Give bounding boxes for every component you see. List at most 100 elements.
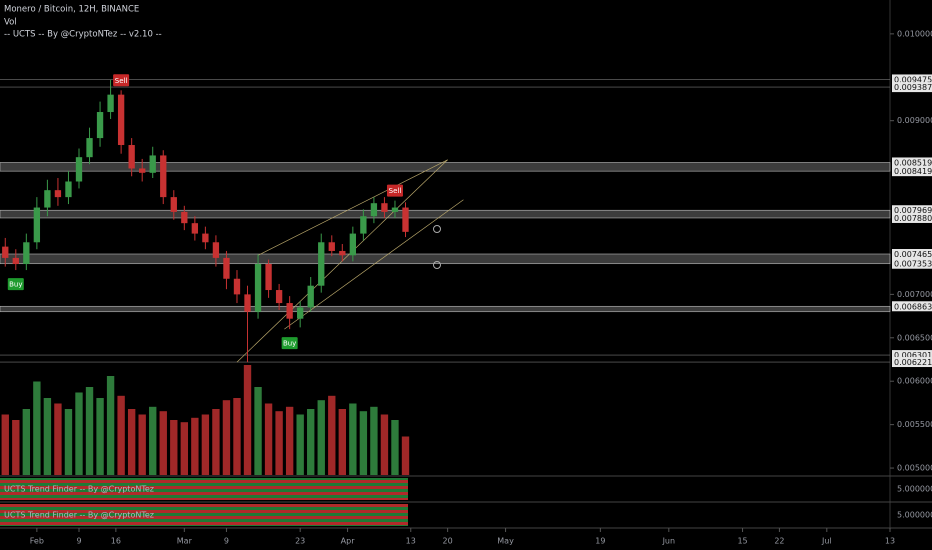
candle-body: [54, 190, 62, 198]
volume-bar: [117, 395, 125, 475]
volume-bar: [391, 420, 399, 475]
volume-bar: [285, 406, 294, 475]
indicator-label: -- UCTS -- By @CryptoNTez -- v2.10 --: [4, 30, 162, 40]
signal-box: [113, 74, 130, 87]
candle-body: [349, 233, 356, 256]
level-label-box: [892, 350, 932, 361]
signal-label: Buy: [283, 340, 296, 348]
trendline: [257, 159, 448, 256]
x-tick-label: 9: [224, 537, 229, 546]
trend-stripes: [0, 478, 408, 500]
candle-body: [233, 278, 241, 295]
candle-body: [275, 290, 283, 304]
level-label: 0.00746500: [894, 250, 932, 259]
level-label: 0.00841900: [894, 167, 932, 176]
volume-bar: [380, 414, 389, 475]
y-tick-label: 0.00650000: [897, 333, 932, 342]
level-label-box: [892, 248, 932, 259]
volume-label: Vol: [4, 18, 17, 28]
level-label: 0.00947500: [894, 75, 932, 84]
candle-body: [107, 94, 114, 113]
candle-body: [360, 216, 367, 234]
y-tick-label: 0.00500000: [897, 464, 932, 473]
x-tick-label: 23: [295, 537, 305, 546]
candle-body: [170, 197, 177, 212]
volume-bar: [243, 365, 252, 475]
level-label: 0.00686301: [894, 302, 932, 311]
level-label-box: [892, 357, 932, 368]
x-tick-label: 20: [443, 537, 453, 546]
candle-body: [318, 242, 325, 286]
signal-box: [281, 337, 298, 350]
panel-title: UCTS Trend Finder -- By @CryptoNTez: [4, 485, 154, 494]
volume-bar: [1, 414, 9, 475]
alarm-icon[interactable]: [433, 225, 441, 233]
volume-bar: [370, 406, 378, 475]
volume-bar: [149, 406, 157, 475]
y-tick-label: 0.00550000: [897, 420, 932, 429]
level-label: 0.00938700: [894, 83, 932, 92]
zone: [0, 209, 891, 219]
x-tick-label: 22: [774, 537, 784, 546]
x-tick-label: Feb: [30, 537, 44, 546]
x-tick-label: 9: [76, 537, 81, 546]
candle-body: [265, 263, 272, 291]
panel-axis-label: 5.00000000: [897, 511, 932, 520]
volume-bar: [328, 395, 336, 475]
x-tick-label: May: [497, 537, 514, 546]
y-tick-label: 0.01000000: [897, 29, 932, 38]
candle-body: [370, 203, 378, 217]
volume-bar: [85, 387, 94, 475]
volume-bar: [401, 436, 410, 475]
y-tick-label: 0.00900000: [897, 116, 932, 125]
x-tick-label: Jun: [662, 537, 676, 546]
x-tick-label: Jul: [821, 537, 832, 546]
volume-bar: [22, 409, 31, 475]
signal-box: [7, 278, 24, 291]
volume-bar: [96, 398, 104, 475]
level-label-box: [892, 212, 932, 223]
signal-label: Sell: [115, 77, 128, 85]
candle-body: [402, 207, 409, 232]
candle-body: [128, 145, 135, 169]
x-tick-label: 13: [885, 537, 895, 546]
y-tick-label: 0.00700000: [897, 290, 932, 299]
level-label: 0.00788000: [894, 214, 932, 223]
zone: [0, 253, 891, 265]
level-label: 0.00735300: [894, 260, 932, 269]
zone: [0, 305, 891, 313]
volume-bar: [212, 409, 220, 475]
candle-body: [44, 190, 51, 208]
candle-body: [286, 303, 293, 319]
volume-bar: [307, 409, 315, 475]
candle-body: [75, 157, 83, 182]
volume-bar: [159, 411, 167, 475]
candle-body: [391, 207, 399, 212]
x-tick-label: 19: [595, 537, 605, 546]
candle-body: [297, 307, 304, 319]
volume-bar: [12, 420, 20, 475]
candle-body: [65, 181, 72, 198]
volume-bar: [254, 387, 262, 475]
candle-body: [139, 168, 146, 173]
x-tick-label: 16: [111, 537, 121, 546]
level-label-box: [892, 205, 932, 216]
volume-bar: [359, 411, 368, 475]
candle-body: [254, 263, 262, 312]
level-label-box: [892, 74, 932, 85]
volume-bar: [296, 414, 304, 475]
volume-bar: [54, 403, 62, 475]
candle-body: [307, 285, 314, 308]
x-tick-label: 13: [406, 537, 416, 546]
candle-body: [223, 257, 230, 279]
volume-bar: [349, 403, 357, 475]
signal-label: Buy: [9, 281, 22, 289]
volume-bar: [191, 417, 199, 475]
candle-body: [2, 246, 9, 258]
level-label: 0.00796900: [894, 206, 932, 215]
volume-bar: [222, 400, 231, 475]
level-label-box: [892, 157, 932, 168]
alarm-icon[interactable]: [433, 261, 441, 269]
candle-body: [117, 94, 125, 146]
trend-stripes: [0, 504, 408, 526]
